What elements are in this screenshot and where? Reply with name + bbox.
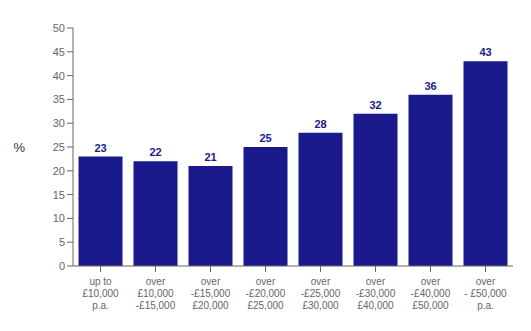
svg-text:40: 40 (53, 70, 65, 82)
svg-text:21: 21 (204, 151, 216, 163)
svg-text:over-£30,000£40,000: over-£30,000£40,000 (356, 276, 396, 311)
svg-text:10: 10 (53, 212, 65, 224)
svg-text:over-£15,000£20,000: over-£15,000£20,000 (191, 276, 231, 311)
svg-text:36: 36 (424, 80, 436, 92)
svg-text:28: 28 (314, 118, 326, 130)
svg-text:25: 25 (53, 141, 65, 153)
svg-text:22: 22 (149, 146, 161, 158)
svg-text:32: 32 (369, 99, 381, 111)
svg-text:15: 15 (53, 189, 65, 201)
svg-text:over£10,000-£15,000: over£10,000-£15,000 (136, 276, 176, 311)
svg-text:45: 45 (53, 46, 65, 58)
svg-text:50: 50 (53, 22, 65, 34)
svg-text:20: 20 (53, 165, 65, 177)
svg-text:43: 43 (479, 46, 491, 58)
svg-text:%: % (13, 140, 25, 155)
svg-text:over- £50,000p.a.: over- £50,000p.a. (464, 276, 507, 311)
svg-text:30: 30 (53, 117, 65, 129)
svg-text:over-£40,000£50,000: over-£40,000£50,000 (411, 276, 451, 311)
svg-text:up to£10,000p.a.: up to£10,000p.a. (82, 276, 119, 311)
svg-text:over-£25,000£30,000: over-£25,000£30,000 (301, 276, 341, 311)
svg-text:35: 35 (53, 93, 65, 105)
svg-text:0: 0 (59, 260, 65, 272)
svg-text:5: 5 (59, 236, 65, 248)
svg-text:25: 25 (259, 132, 271, 144)
svg-text:over-£20,000£25,000: over-£20,000£25,000 (246, 276, 286, 311)
svg-text:23: 23 (94, 142, 106, 154)
